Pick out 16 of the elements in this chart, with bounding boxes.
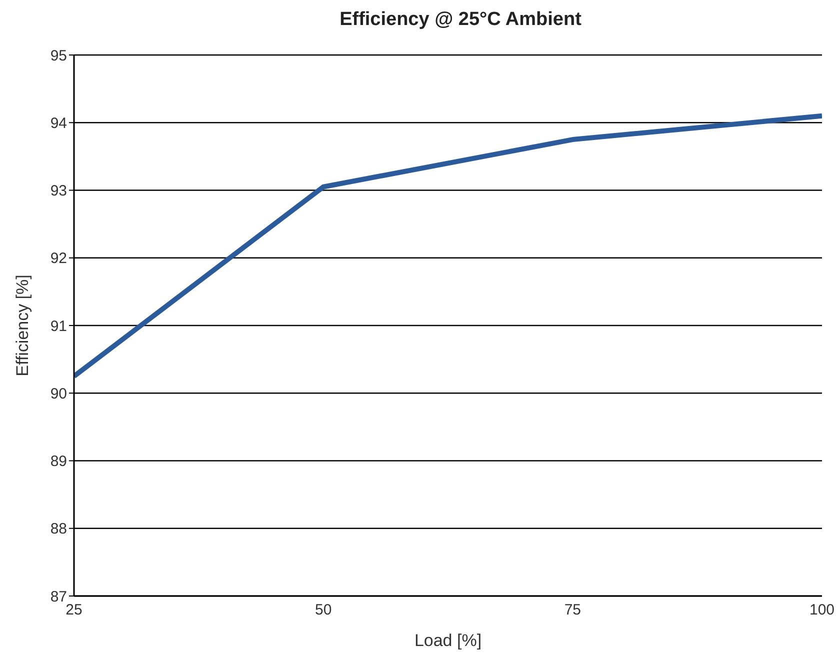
y-tick-label: 88 — [50, 520, 67, 538]
y-tick-label: 92 — [50, 250, 67, 268]
y-tick-label: 90 — [50, 385, 67, 402]
y-tick-label: 93 — [50, 182, 67, 200]
y-tick-label: 89 — [50, 453, 67, 470]
chart-title: Efficiency @ 25°C Ambient — [338, 8, 582, 32]
x-tick-label: 75 — [564, 602, 582, 619]
x-tick-label: 100 — [809, 602, 835, 619]
y-tick-label: 94 — [50, 114, 67, 132]
y-tick-label: 95 — [50, 47, 67, 64]
y-tick-label: 87 — [50, 588, 67, 606]
y-tick-label: 91 — [50, 318, 67, 335]
x-axis-title: Load [%] — [414, 631, 482, 650]
x-tick-label: 50 — [314, 602, 332, 619]
x-tick-label: 25 — [66, 602, 82, 619]
y-axis-title: Efficiency [%] — [13, 274, 32, 376]
